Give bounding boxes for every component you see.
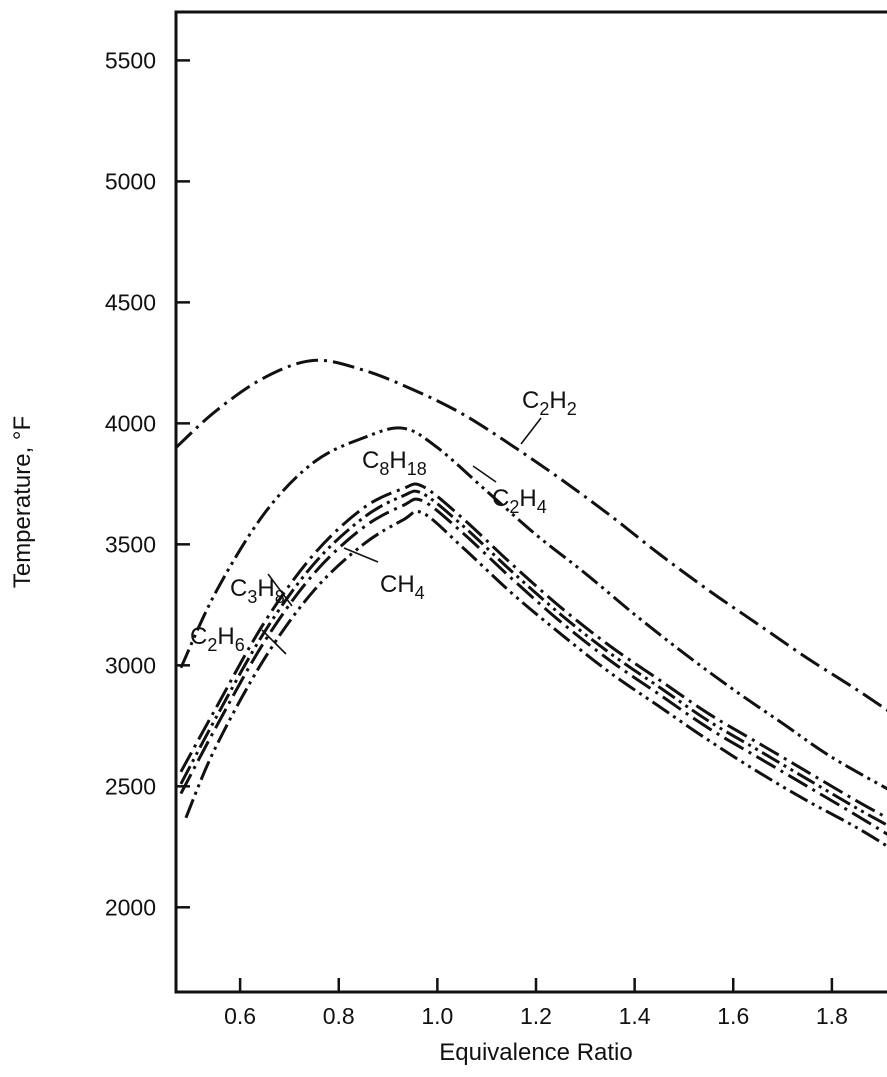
series-labels: C2H2 C2H4 C8H18 C3H8 C2H6 CH4: [190, 387, 577, 655]
series-curves: [174, 358, 887, 848]
y-tick-label: 2000: [105, 894, 156, 920]
series-line-c2h4: [179, 426, 887, 791]
leader-line-ch4: [343, 547, 379, 563]
series-label-c2h2: C2H2: [522, 387, 577, 419]
x-tick-label: 1.6: [717, 1003, 749, 1029]
series-line-c3h8: [179, 489, 887, 827]
series-label-c8h18: C8H18: [362, 447, 427, 479]
x-tick-label: 1.0: [421, 1003, 453, 1029]
series-line-c8h18: [179, 482, 887, 820]
y-tick-label: 2500: [105, 773, 156, 799]
series-label-ch4: CH4: [380, 571, 425, 603]
x-tick-label: 0.6: [224, 1003, 256, 1029]
x-tick-label: 1.8: [816, 1003, 848, 1029]
leader-line-c2h4: [472, 465, 497, 483]
axis-ticks: [176, 59, 834, 992]
x-axis-title: Equivalence Ratio: [439, 1039, 632, 1066]
leader-line-c3h8: [267, 573, 293, 607]
y-tick-label: 5000: [105, 168, 156, 194]
series-line-c2h2: [174, 358, 887, 712]
tick-labels: 0.6 0.8 1.0 1.2 1.4 1.6 1.8 2000 2500 3000 3500 400…: [105, 47, 848, 1029]
y-tick-label: 4000: [105, 410, 156, 436]
leader-line-c2h6: [261, 629, 287, 655]
x-tick-label: 0.8: [323, 1003, 355, 1029]
series-label-c3h8: C3H8: [230, 575, 285, 607]
y-tick-label: 3500: [105, 531, 156, 557]
y-tick-label: 4500: [105, 289, 156, 315]
y-tick-label: 3000: [105, 652, 156, 678]
x-tick-label: 1.4: [619, 1003, 651, 1029]
y-tick-label: 5500: [105, 47, 156, 73]
series-line-c2h6: [179, 497, 887, 836]
series-line-ch4: [184, 509, 887, 848]
x-tick-label: 1.2: [520, 1003, 552, 1029]
y-axis-title: Temperature, °F: [9, 416, 36, 588]
series-label-c2h4: C2H4: [492, 485, 547, 517]
leader-line-c2h2: [520, 417, 542, 445]
label-leaders: [261, 417, 542, 655]
series-label-c2h6: C2H6: [190, 623, 245, 655]
